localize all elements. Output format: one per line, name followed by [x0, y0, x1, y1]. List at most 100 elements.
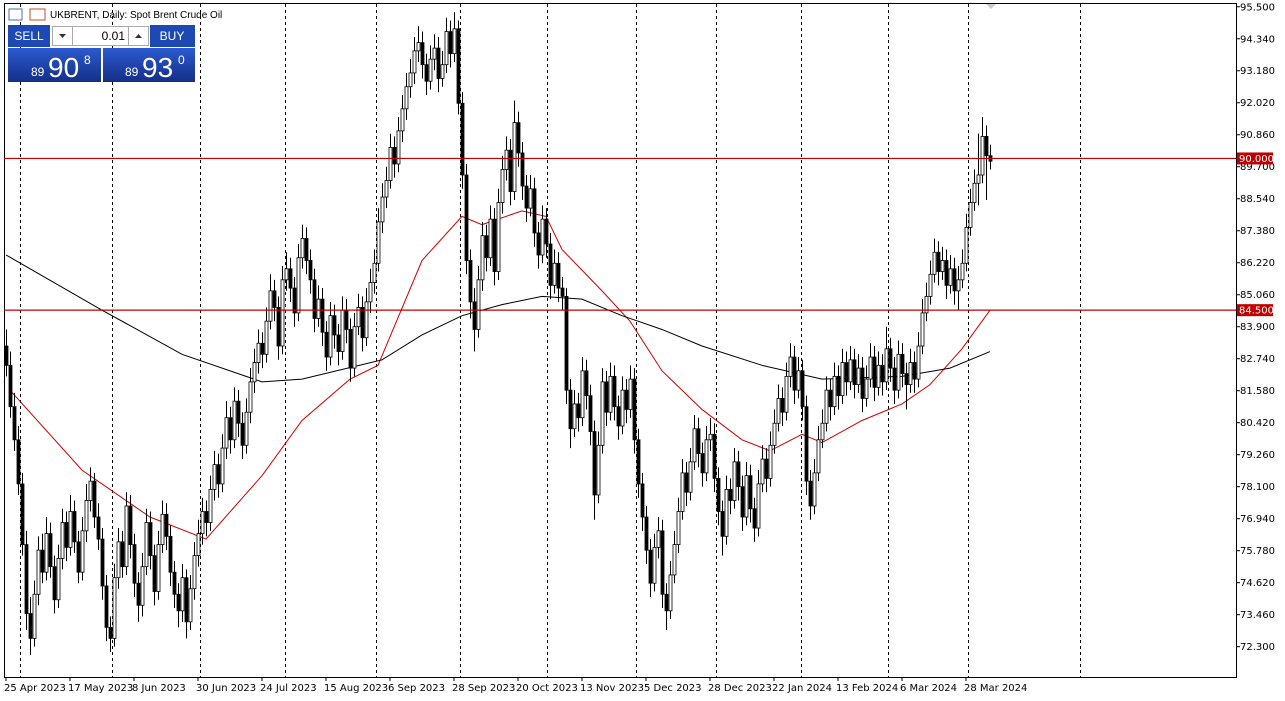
y-tick-label: 81.580	[1240, 386, 1275, 397]
candle-body	[72, 511, 77, 543]
candle-body	[172, 571, 177, 595]
candle-body	[500, 169, 505, 203]
candle-body	[956, 279, 961, 292]
candle-body	[384, 180, 389, 198]
up-arrow	[135, 34, 142, 38]
candle-body	[644, 516, 649, 551]
candle-body	[452, 28, 457, 55]
candle-body	[620, 389, 625, 427]
candle-body	[916, 345, 921, 380]
buy-label: BUY	[160, 29, 185, 43]
candle-body	[464, 174, 469, 261]
candle-body	[228, 417, 233, 441]
ask-big: 93	[142, 52, 173, 83]
candle-body	[804, 406, 809, 482]
window-icon[interactable]	[29, 8, 46, 21]
x-tick-label: 28 Dec 2023	[708, 683, 772, 694]
candle-body	[828, 389, 833, 408]
candle-body	[352, 326, 357, 369]
candle-body	[900, 353, 905, 374]
candle-body	[952, 268, 957, 292]
candle-body	[232, 400, 237, 441]
ask-small: 0	[178, 53, 185, 67]
candle-body	[664, 593, 669, 612]
candle-body	[592, 431, 597, 496]
candle-body	[936, 251, 941, 272]
candle-body	[388, 147, 393, 181]
candle-body	[32, 593, 37, 639]
candle-body	[744, 475, 749, 518]
candle-body	[944, 260, 949, 286]
candle-body	[64, 522, 69, 548]
candle-body	[492, 218, 497, 272]
candle-body	[840, 362, 845, 397]
candle-body	[124, 505, 129, 568]
candle-body	[724, 489, 729, 537]
candle-body	[24, 544, 29, 614]
candle-body	[160, 513, 165, 546]
title-bar: UKBRENT, Daily: Spot Brent Crude Oil	[8, 8, 222, 21]
candle-body	[960, 262, 965, 281]
candle-body	[528, 188, 533, 209]
candle-body	[68, 511, 73, 548]
bid-box[interactable]	[8, 48, 101, 82]
candle-body	[776, 398, 781, 424]
sell-button[interactable]	[8, 25, 50, 47]
candle-body	[140, 566, 145, 606]
x-tick-label: 8 Jun 2023	[132, 683, 186, 694]
x-tick-label: 30 Jun 2023	[196, 683, 256, 694]
candle-body	[80, 530, 85, 573]
candle-body	[740, 486, 745, 518]
candle-body	[628, 378, 633, 410]
x-tick-label: 6 Mar 2024	[900, 683, 957, 694]
candle-body	[792, 356, 797, 391]
candle-body	[260, 342, 265, 355]
candle-body	[612, 375, 617, 408]
candle-body	[596, 444, 601, 496]
menu-icon[interactable]	[8, 8, 23, 21]
candle-body	[732, 461, 737, 501]
y-tick-label: 76.940	[1240, 514, 1275, 525]
candle-body	[696, 428, 701, 454]
candle-body	[104, 585, 109, 628]
moving-average	[5, 254, 991, 383]
ask-box[interactable]	[103, 48, 195, 82]
candle-body	[332, 315, 337, 336]
y-tick-label: 82.740	[1240, 354, 1275, 365]
price-level-box	[1237, 304, 1273, 317]
candle-body	[588, 395, 593, 432]
candle-body	[780, 398, 785, 413]
y-tick-label: 85.060	[1240, 290, 1275, 301]
y-tick-label: 90.860	[1240, 130, 1275, 141]
candle-body	[636, 439, 641, 485]
y-tick-label: 88.540	[1240, 194, 1275, 205]
candle-body	[848, 359, 853, 383]
candle-body	[784, 375, 789, 413]
candle-body	[224, 417, 229, 449]
candle-body	[864, 378, 869, 399]
candle-body	[288, 268, 293, 289]
x-tick-label: 13 Nov 2023	[580, 683, 644, 694]
candle-body	[392, 147, 397, 165]
candle-body	[264, 320, 269, 355]
candle-body	[280, 279, 285, 347]
candle-body	[416, 42, 421, 52]
candle-body	[128, 505, 133, 546]
candle-body	[684, 472, 689, 493]
candle-body	[356, 307, 361, 328]
candle-body	[316, 298, 321, 319]
y-tick-label: 94.340	[1240, 34, 1275, 45]
x-tick-label: 25 Apr 2023	[4, 683, 66, 694]
candle-body	[764, 458, 769, 479]
candle-body	[156, 544, 161, 592]
candle-body	[88, 480, 93, 501]
candle-body	[244, 411, 249, 446]
candle-body	[976, 174, 981, 184]
candle-body	[52, 566, 57, 601]
candle-body	[912, 362, 917, 380]
candle-body	[876, 364, 881, 388]
candle-body	[312, 279, 317, 319]
buy-button[interactable]	[150, 25, 195, 47]
y-tick-label: 73.460	[1240, 610, 1275, 621]
candle-body	[880, 364, 885, 383]
